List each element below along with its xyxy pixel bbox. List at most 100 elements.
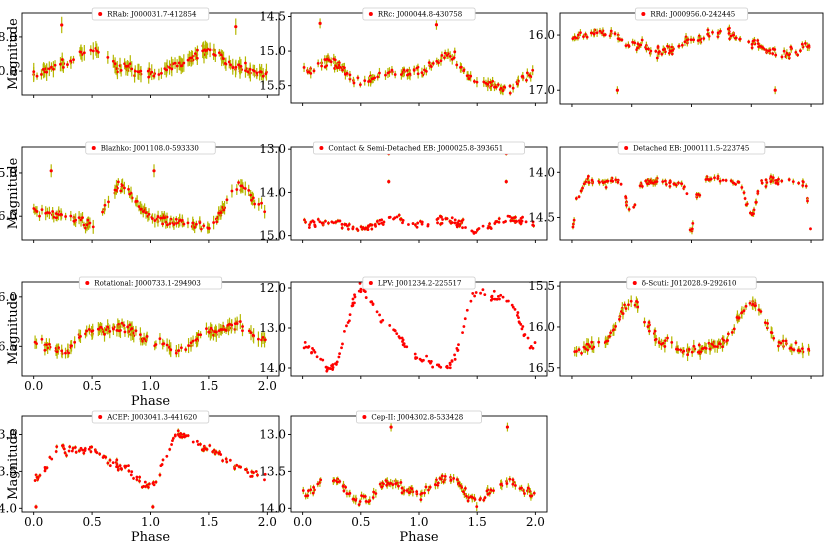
data-point [205,327,208,331]
data-point [32,207,36,210]
data-point [122,186,126,190]
data-point [397,335,401,338]
data-point [385,483,389,487]
data-point [405,69,409,72]
data-point [208,444,212,447]
legend-box [91,410,210,424]
data-point [603,33,607,37]
data-point [420,491,424,495]
data-point [154,480,158,484]
data-point [453,353,456,357]
y-tick-label: 15.5 [259,79,286,93]
data-point [497,217,501,221]
data-point [245,468,249,472]
data-point [647,321,651,324]
data-point [377,222,381,226]
data-point [184,348,188,351]
data-point [631,40,635,44]
data-point [250,474,254,478]
data-point [165,454,169,458]
legend-label: Cep-II: J004302.8-533428 [371,414,463,422]
data-point [765,48,768,52]
y-tick-label: 14.5 [259,9,286,23]
data-point [457,481,460,485]
data-point [506,299,510,303]
data-point [225,198,229,202]
data-point [130,470,134,474]
data-point [429,361,432,365]
data-point [82,51,86,55]
data-point [571,225,575,229]
data-point [344,485,347,489]
data-point [348,73,352,77]
data-point [683,185,686,189]
data-point [263,210,267,214]
data-point [405,489,409,492]
data-point [489,81,492,84]
data-point [658,50,661,54]
data-point [765,181,769,184]
data-point [663,339,667,343]
data-point [345,492,349,495]
data-point [511,478,515,482]
data-point [696,39,700,42]
data-point [331,368,335,371]
data-point [79,50,83,54]
data-point [375,310,379,314]
data-point [437,364,441,368]
data-point [624,307,628,310]
data-point [490,295,493,299]
data-point [159,464,163,468]
legend-marker [91,146,96,150]
data-point [449,221,453,225]
y-tick-label: 14.0 [259,501,286,515]
y-axis-label: Magnitude [6,428,21,500]
data-point [182,222,186,226]
data-point [84,226,87,230]
data-point [189,341,193,345]
data-point [633,303,637,307]
data-point [311,347,314,350]
legend-marker [368,281,373,285]
data-point [532,491,536,495]
outlier-point [387,180,391,184]
data-point [66,63,69,66]
data-point [787,53,791,57]
data-point [259,70,262,74]
data-point [74,450,78,454]
data-point [654,49,658,53]
data-point [752,212,755,216]
data-point [722,339,726,342]
data-point [616,37,620,41]
data-point [359,225,363,229]
legend-box [78,276,223,290]
data-point [585,35,589,39]
data-point [748,301,752,305]
data-point [399,73,403,76]
data-point [307,345,311,348]
data-point [789,45,793,49]
data-point [191,440,195,444]
data-point [729,34,733,38]
y-tick-label: 16.5 [0,339,17,353]
data-point [352,81,356,85]
data-point [469,74,473,78]
data-point [797,181,801,185]
data-point [577,348,581,351]
data-point [382,220,386,224]
data-point [130,327,134,330]
data-point [647,329,651,333]
data-point [519,217,523,220]
data-point [785,51,789,55]
data-point [713,345,717,348]
data-point [369,79,373,83]
data-point [606,339,610,343]
data-point [759,310,763,313]
data-point [231,66,235,70]
data-point [420,71,424,75]
data-point [207,330,211,334]
data-point [744,304,748,308]
data-point [233,467,237,470]
data-point [201,49,205,53]
data-point [586,343,590,346]
